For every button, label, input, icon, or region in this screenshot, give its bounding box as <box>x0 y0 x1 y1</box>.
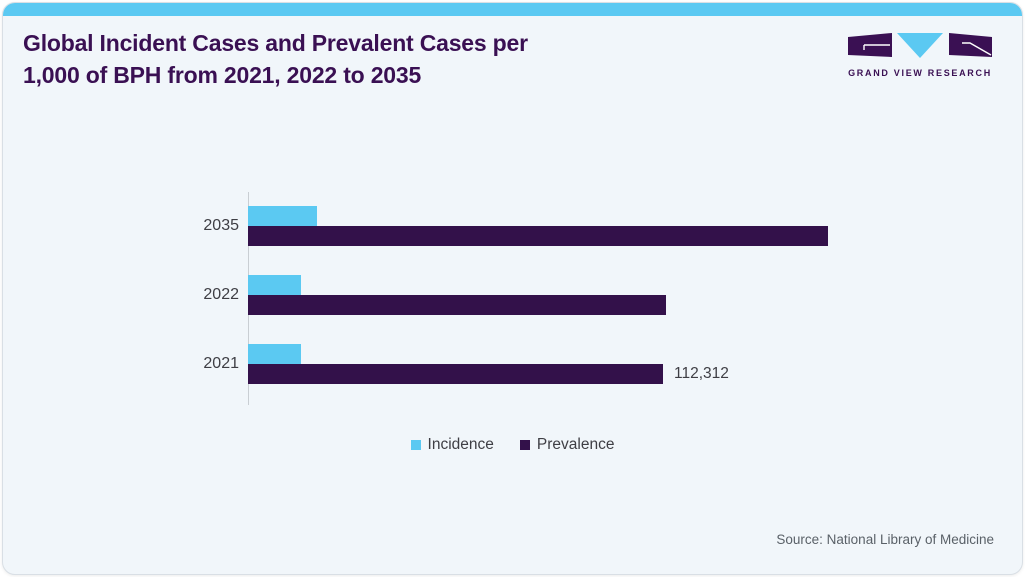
category-label: 2035 <box>203 217 239 234</box>
chart-title-line2: 1,000 of BPH from 2021, 2022 to 2035 <box>23 62 422 88</box>
incidence-bar <box>248 344 301 364</box>
incidence-bar <box>248 275 301 295</box>
category-label: 2022 <box>203 286 239 303</box>
category-label: 2021 <box>203 355 239 372</box>
legend-label: Prevalence <box>536 436 615 453</box>
legend-swatch-icon <box>410 440 421 450</box>
incidence-bar <box>248 206 317 226</box>
data-label: 112,312 <box>674 365 729 382</box>
prevalence-bar <box>248 295 666 315</box>
chart-legend: Incidence Prevalence <box>3 436 1022 454</box>
grand-view-research-logo: GRAND VIEW RESEARCH <box>844 29 996 78</box>
chart-title-line1: Global Incident Cases and Prevalent Case… <box>23 30 528 56</box>
top-accent-bar <box>3 3 1022 16</box>
prevalence-bar <box>248 226 828 246</box>
legend-label: Incidence <box>427 436 494 453</box>
gvr-logo-icon <box>848 33 992 58</box>
legend-item-incidence: Incidence <box>410 436 494 454</box>
chart-title: Global Incident Cases and Prevalent Case… <box>23 27 703 91</box>
prevalence-bar <box>248 364 663 384</box>
legend-item-prevalence: Prevalence <box>519 436 615 454</box>
legend-swatch-icon <box>519 440 530 450</box>
gvr-logo-wordmark: GRAND VIEW RESEARCH <box>848 68 992 78</box>
source-note: Source: National Library of Medicine <box>776 532 994 547</box>
